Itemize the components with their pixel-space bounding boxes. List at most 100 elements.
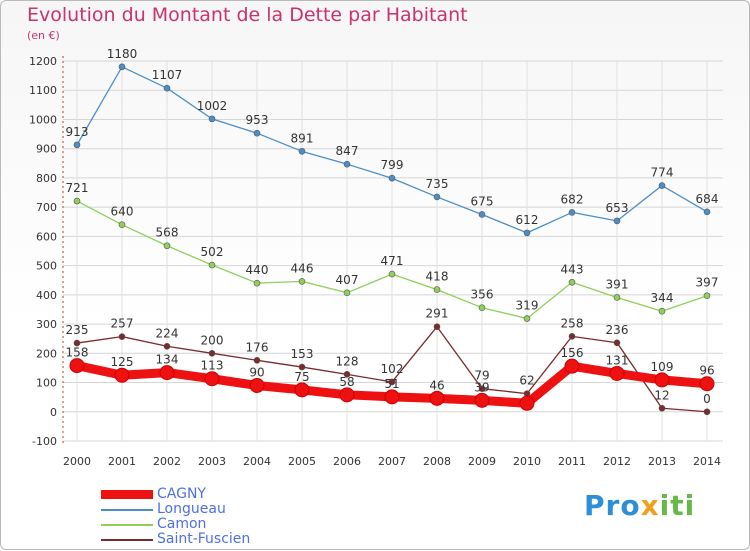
data-label-longueau: 612 xyxy=(516,213,539,227)
data-label-camon: 418 xyxy=(426,270,449,284)
point-longueau xyxy=(73,141,81,149)
y-tick-label: 300 xyxy=(36,318,57,331)
logo-part-2: x xyxy=(640,489,660,522)
legend-label-longueau: Longueau xyxy=(157,501,226,517)
point-camon xyxy=(433,286,441,293)
point-saint-fuscien xyxy=(73,339,81,347)
proxiti-logo: Proxiti xyxy=(584,489,695,522)
data-label-camon: 502 xyxy=(201,245,224,259)
data-label-longueau: 684 xyxy=(696,192,719,206)
grid xyxy=(63,60,723,442)
point-camon xyxy=(73,197,81,205)
x-tick-label: 2007 xyxy=(378,455,406,468)
y-tick-label: 1000 xyxy=(29,113,57,126)
data-label-cagny: 96 xyxy=(699,364,714,378)
point-cagny xyxy=(474,392,490,408)
point-camon xyxy=(703,292,711,300)
x-tick-label: 2006 xyxy=(333,455,361,468)
data-label-camon: 319 xyxy=(516,299,539,313)
data-label-saint-fuscien: 176 xyxy=(246,340,269,354)
data-label-saint-fuscien: 153 xyxy=(291,347,314,361)
y-tick-label: -100 xyxy=(32,435,57,448)
point-camon xyxy=(658,307,666,315)
point-cagny xyxy=(609,365,625,381)
data-label-cagny: 134 xyxy=(156,353,179,367)
data-label-cagny: 156 xyxy=(561,346,584,360)
point-camon xyxy=(568,278,576,286)
data-label-longueau: 847 xyxy=(336,144,359,158)
series-layer xyxy=(69,63,715,416)
data-label-camon: 568 xyxy=(156,226,179,240)
data-label-cagny: 75 xyxy=(294,370,309,384)
data-label-cagny: 158 xyxy=(66,346,89,360)
y-tick-label: 900 xyxy=(36,143,57,156)
point-saint-fuscien xyxy=(343,371,351,378)
point-saint-fuscien xyxy=(388,378,396,386)
data-label-saint-fuscien: 224 xyxy=(156,326,179,340)
data-label-camon: 721 xyxy=(66,181,89,195)
point-cagny xyxy=(429,390,445,406)
point-longueau xyxy=(208,115,216,123)
point-cagny xyxy=(249,377,265,393)
point-longueau xyxy=(658,182,666,189)
y-tick-label: 100 xyxy=(36,377,57,390)
point-saint-fuscien xyxy=(703,408,711,416)
point-saint-fuscien xyxy=(433,323,441,331)
chart-title: Evolution du Montant de la Dette par Hab… xyxy=(27,4,468,26)
data-label-longueau: 735 xyxy=(426,177,449,191)
y-tick-label: 0 xyxy=(50,406,57,419)
y-tick-label: 200 xyxy=(36,347,57,360)
point-cagny xyxy=(159,365,175,381)
y-tick-label: 1200 xyxy=(29,55,57,68)
point-longueau xyxy=(388,174,396,182)
point-longueau xyxy=(568,209,576,216)
x-tick-label: 2005 xyxy=(288,455,316,468)
data-label-cagny: 39 xyxy=(474,380,489,394)
point-cagny xyxy=(519,395,535,411)
x-tick-label: 2012 xyxy=(603,455,631,468)
y-tick-label: 600 xyxy=(36,230,57,243)
point-saint-fuscien xyxy=(658,404,666,412)
point-saint-fuscien xyxy=(118,333,126,340)
point-longueau xyxy=(613,217,621,225)
point-saint-fuscien xyxy=(568,333,576,340)
x-tick-label: 2009 xyxy=(468,455,496,468)
data-label-saint-fuscien: 235 xyxy=(66,323,89,337)
axes: -100010020030040050060070080090010001100… xyxy=(29,55,721,468)
data-label-longueau: 799 xyxy=(381,158,404,172)
y-tick-label: 400 xyxy=(36,289,57,302)
point-longueau xyxy=(343,160,351,168)
data-label-longueau: 953 xyxy=(246,113,269,127)
x-tick-label: 2003 xyxy=(198,455,226,468)
data-label-longueau: 891 xyxy=(291,131,314,145)
data-label-longueau: 913 xyxy=(66,125,89,139)
point-longueau xyxy=(253,129,261,137)
legend-label-cagny: CAGNY xyxy=(157,486,206,502)
data-label-cagny: 125 xyxy=(111,355,134,369)
data-label-camon: 446 xyxy=(291,261,314,275)
legend-label-camon: Camon xyxy=(157,516,207,532)
data-label-camon: 344 xyxy=(651,291,674,305)
x-tick-label: 2008 xyxy=(423,455,451,468)
data-label-saint-fuscien: 62 xyxy=(519,374,534,388)
data-label-longueau: 682 xyxy=(561,192,584,206)
data-label-cagny: 51 xyxy=(384,377,399,391)
legend-swatch-camon xyxy=(101,524,153,526)
data-label-longueau: 1002 xyxy=(197,99,228,113)
y-tick-label: 700 xyxy=(36,201,57,214)
data-label-camon: 471 xyxy=(381,254,404,268)
data-label-camon: 443 xyxy=(561,262,584,276)
data-label-cagny: 131 xyxy=(606,353,629,367)
data-label-cagny: 46 xyxy=(429,378,444,392)
y-tick-label: 800 xyxy=(36,172,57,185)
point-longueau xyxy=(478,211,486,218)
point-camon xyxy=(388,270,396,278)
logo-part-1: Pro xyxy=(584,489,641,522)
legend-swatch-saint-fuscien xyxy=(101,539,153,541)
data-labels: 158 125 134 113 90 75 58 51 46 39 156 131 109 96 913 11… xyxy=(66,47,719,406)
point-cagny xyxy=(69,358,85,374)
data-label-saint-fuscien: 79 xyxy=(474,369,489,383)
data-label-longueau: 675 xyxy=(471,194,494,208)
